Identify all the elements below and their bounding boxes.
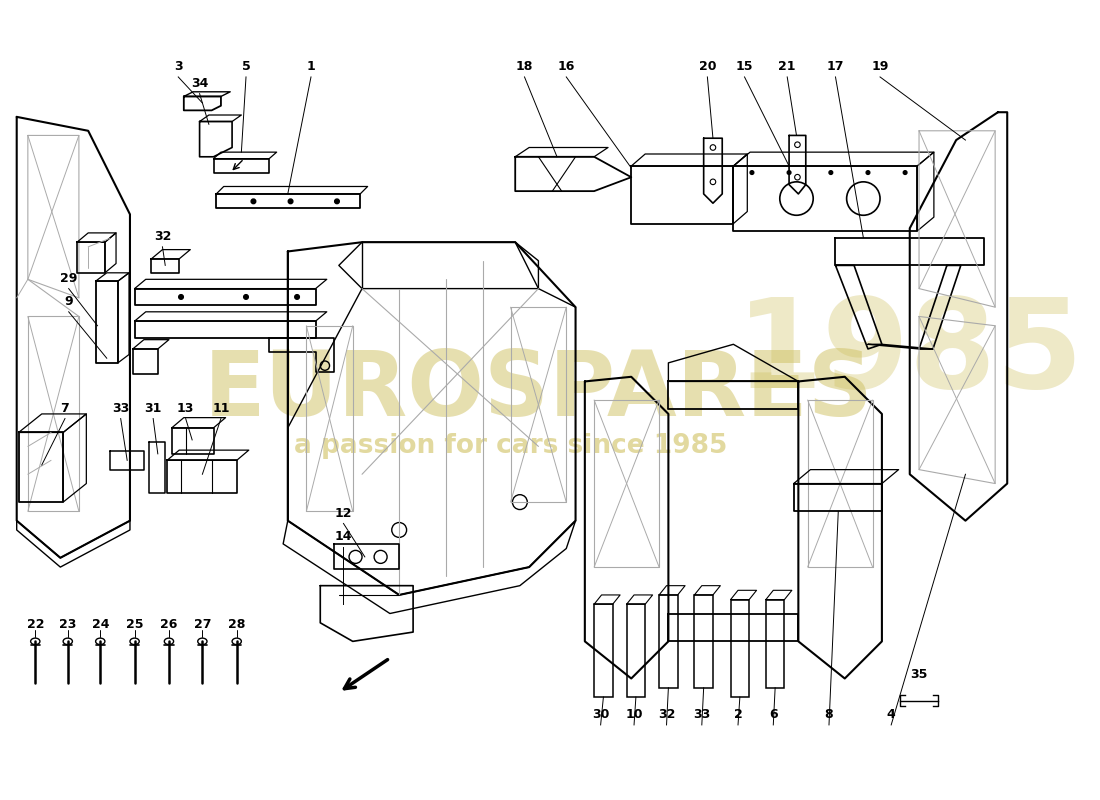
Text: 13: 13 <box>177 402 195 415</box>
Circle shape <box>251 199 256 204</box>
Bar <box>766 599 784 688</box>
Circle shape <box>288 199 293 204</box>
Text: 9: 9 <box>65 295 73 308</box>
Text: 18: 18 <box>516 60 534 74</box>
Text: 23: 23 <box>59 618 77 631</box>
Text: 1: 1 <box>307 60 316 74</box>
Text: 16: 16 <box>558 60 575 74</box>
Text: 21: 21 <box>779 60 796 74</box>
Text: 24: 24 <box>91 618 109 631</box>
Circle shape <box>334 199 339 204</box>
Text: 19: 19 <box>871 60 889 74</box>
Text: 3: 3 <box>174 60 183 74</box>
Text: 34: 34 <box>191 77 208 90</box>
Text: 7: 7 <box>60 402 69 415</box>
Text: 8: 8 <box>825 708 834 721</box>
Text: 4: 4 <box>887 708 895 721</box>
Text: 10: 10 <box>625 708 642 721</box>
Text: 2: 2 <box>734 708 742 721</box>
Circle shape <box>295 294 299 299</box>
Text: 25: 25 <box>125 618 143 631</box>
Text: 28: 28 <box>228 618 245 631</box>
Bar <box>730 599 749 697</box>
Bar <box>694 595 713 688</box>
Text: 14: 14 <box>334 530 352 543</box>
Text: 30: 30 <box>592 708 609 721</box>
Text: 5: 5 <box>242 60 251 74</box>
Text: 32: 32 <box>154 230 172 243</box>
Circle shape <box>788 170 791 174</box>
Bar <box>594 604 613 697</box>
Text: 12: 12 <box>334 506 352 520</box>
Text: EUROSPARES: EUROSPARES <box>204 346 873 434</box>
Text: 31: 31 <box>144 402 162 415</box>
Bar <box>659 595 678 688</box>
Text: 22: 22 <box>26 618 44 631</box>
Text: 6: 6 <box>769 708 778 721</box>
Text: 11: 11 <box>212 402 230 415</box>
Text: 33: 33 <box>112 402 130 415</box>
Text: 1985: 1985 <box>736 293 1084 414</box>
Text: 32: 32 <box>658 708 675 721</box>
Text: 33: 33 <box>693 708 711 721</box>
Circle shape <box>244 294 249 299</box>
Circle shape <box>903 170 907 174</box>
Text: a passion for cars since 1985: a passion for cars since 1985 <box>294 434 727 459</box>
Circle shape <box>866 170 870 174</box>
Text: 20: 20 <box>698 60 716 74</box>
Text: 35: 35 <box>911 668 927 682</box>
Text: 29: 29 <box>60 272 77 285</box>
Circle shape <box>178 294 184 299</box>
Text: 15: 15 <box>736 60 754 74</box>
Text: 26: 26 <box>161 618 177 631</box>
Circle shape <box>750 170 754 174</box>
Bar <box>627 604 646 697</box>
Text: 17: 17 <box>827 60 844 74</box>
Circle shape <box>829 170 833 174</box>
Text: 27: 27 <box>194 618 211 631</box>
